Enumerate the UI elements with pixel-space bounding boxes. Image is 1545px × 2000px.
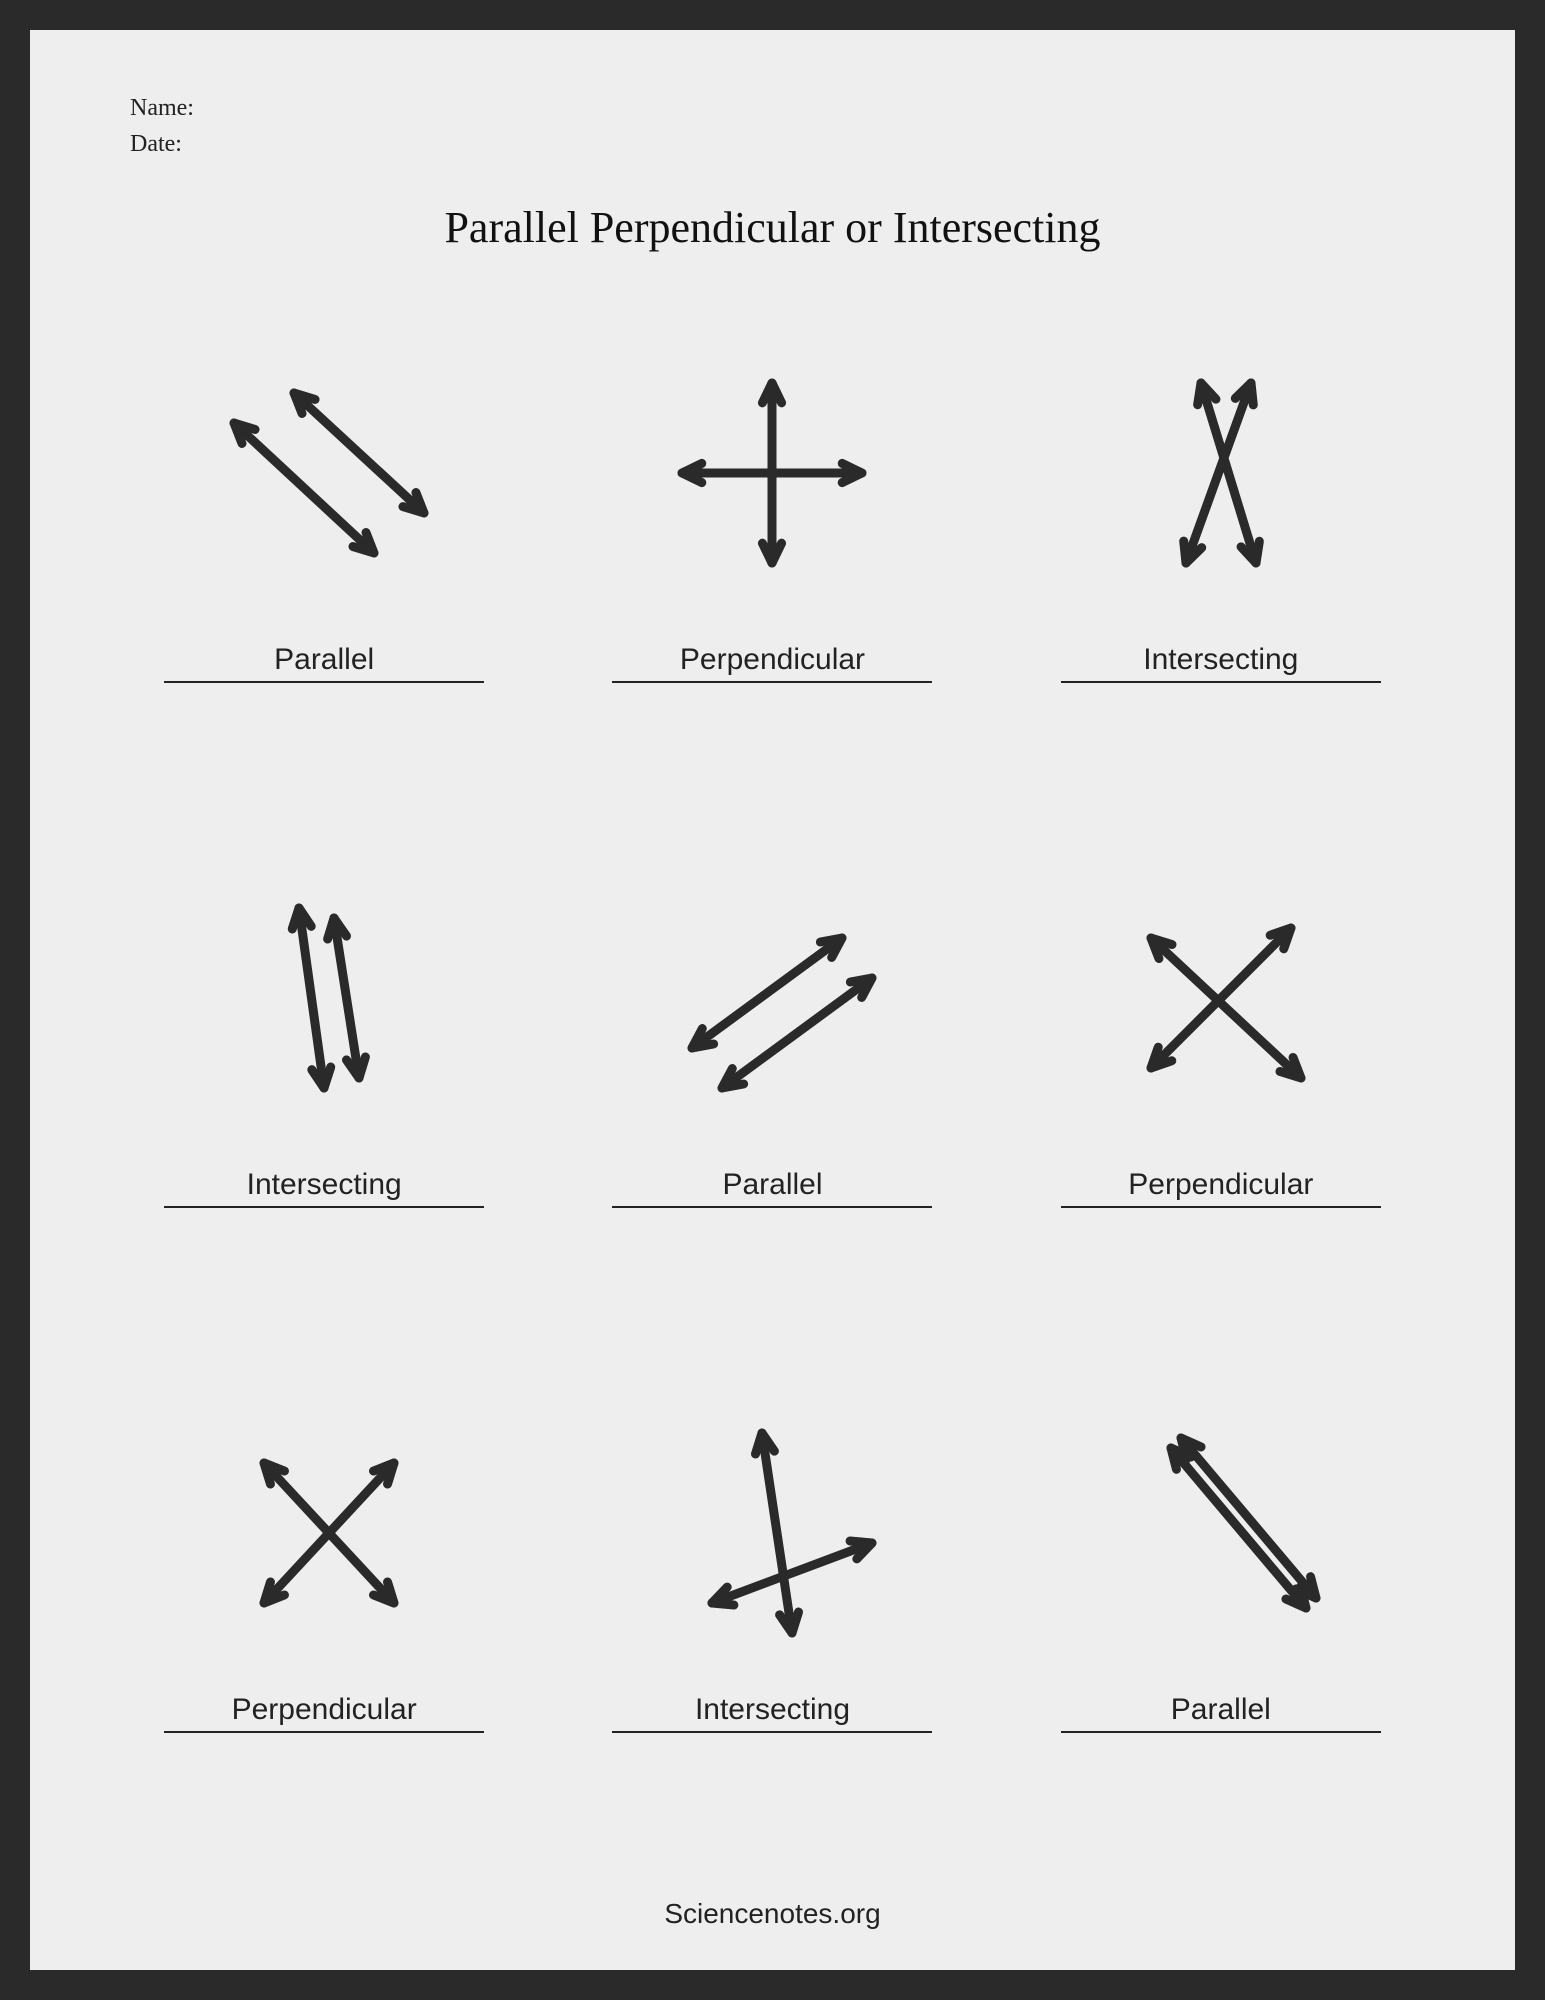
lines-icon: [194, 353, 454, 613]
answer-line[interactable]: Perpendicular: [1061, 1168, 1381, 1208]
answer-line[interactable]: Intersecting: [164, 1168, 484, 1208]
exercise-cell: Parallel: [130, 353, 518, 788]
line-figure: [642, 878, 902, 1138]
exercise-cell: Intersecting: [130, 878, 518, 1313]
lines-icon: [1091, 353, 1351, 613]
lines-icon: [642, 878, 902, 1138]
line-figure: [194, 1403, 454, 1663]
exercise-cell: Perpendicular: [1027, 878, 1415, 1313]
lines-icon: [194, 878, 454, 1138]
answer-line[interactable]: Perpendicular: [612, 643, 932, 683]
line-figure: [642, 353, 902, 613]
exercise-cell: Perpendicular: [130, 1403, 518, 1838]
date-field-label: Date:: [130, 126, 1435, 162]
lines-icon: [642, 353, 902, 613]
lines-icon: [1091, 878, 1351, 1138]
name-field-label: Name:: [130, 90, 1435, 126]
worksheet-page: Name: Date: Parallel Perpendicular or In…: [30, 30, 1515, 1970]
answer-line[interactable]: Parallel: [1061, 1693, 1381, 1733]
line-figure: [1091, 1403, 1351, 1663]
exercise-cell: Intersecting: [578, 1403, 966, 1838]
page-title: Parallel Perpendicular or Intersecting: [110, 202, 1435, 253]
line-figure: [194, 353, 454, 613]
answer-line[interactable]: Parallel: [612, 1168, 932, 1208]
line-figure: [1091, 878, 1351, 1138]
exercise-cell: Intersecting: [1027, 353, 1415, 788]
line-figure: [194, 878, 454, 1138]
header-fields: Name: Date:: [130, 90, 1435, 162]
answer-line[interactable]: Intersecting: [1061, 643, 1381, 683]
line-figure: [642, 1403, 902, 1663]
lines-icon: [642, 1403, 902, 1663]
exercise-grid: Parallel Perpendicular Intersecting Interse…: [110, 353, 1435, 1838]
exercise-cell: Parallel: [578, 878, 966, 1313]
answer-line[interactable]: Parallel: [164, 643, 484, 683]
answer-line[interactable]: Intersecting: [612, 1693, 932, 1733]
footer-attribution: Sciencenotes.org: [110, 1898, 1435, 1930]
exercise-cell: Perpendicular: [578, 353, 966, 788]
line-figure: [1091, 353, 1351, 613]
answer-line[interactable]: Perpendicular: [164, 1693, 484, 1733]
lines-icon: [194, 1403, 454, 1663]
exercise-cell: Parallel: [1027, 1403, 1415, 1838]
lines-icon: [1091, 1403, 1351, 1663]
